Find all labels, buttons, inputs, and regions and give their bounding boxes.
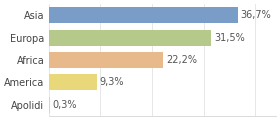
Text: 36,7%: 36,7% — [241, 10, 272, 20]
Bar — [49, 30, 211, 46]
Bar — [49, 52, 163, 68]
Bar — [49, 97, 50, 113]
Bar — [49, 7, 238, 23]
Text: 0,3%: 0,3% — [53, 100, 77, 110]
Text: 22,2%: 22,2% — [166, 55, 197, 65]
Bar — [49, 74, 97, 90]
Text: 9,3%: 9,3% — [99, 77, 124, 87]
Text: 31,5%: 31,5% — [214, 33, 245, 43]
